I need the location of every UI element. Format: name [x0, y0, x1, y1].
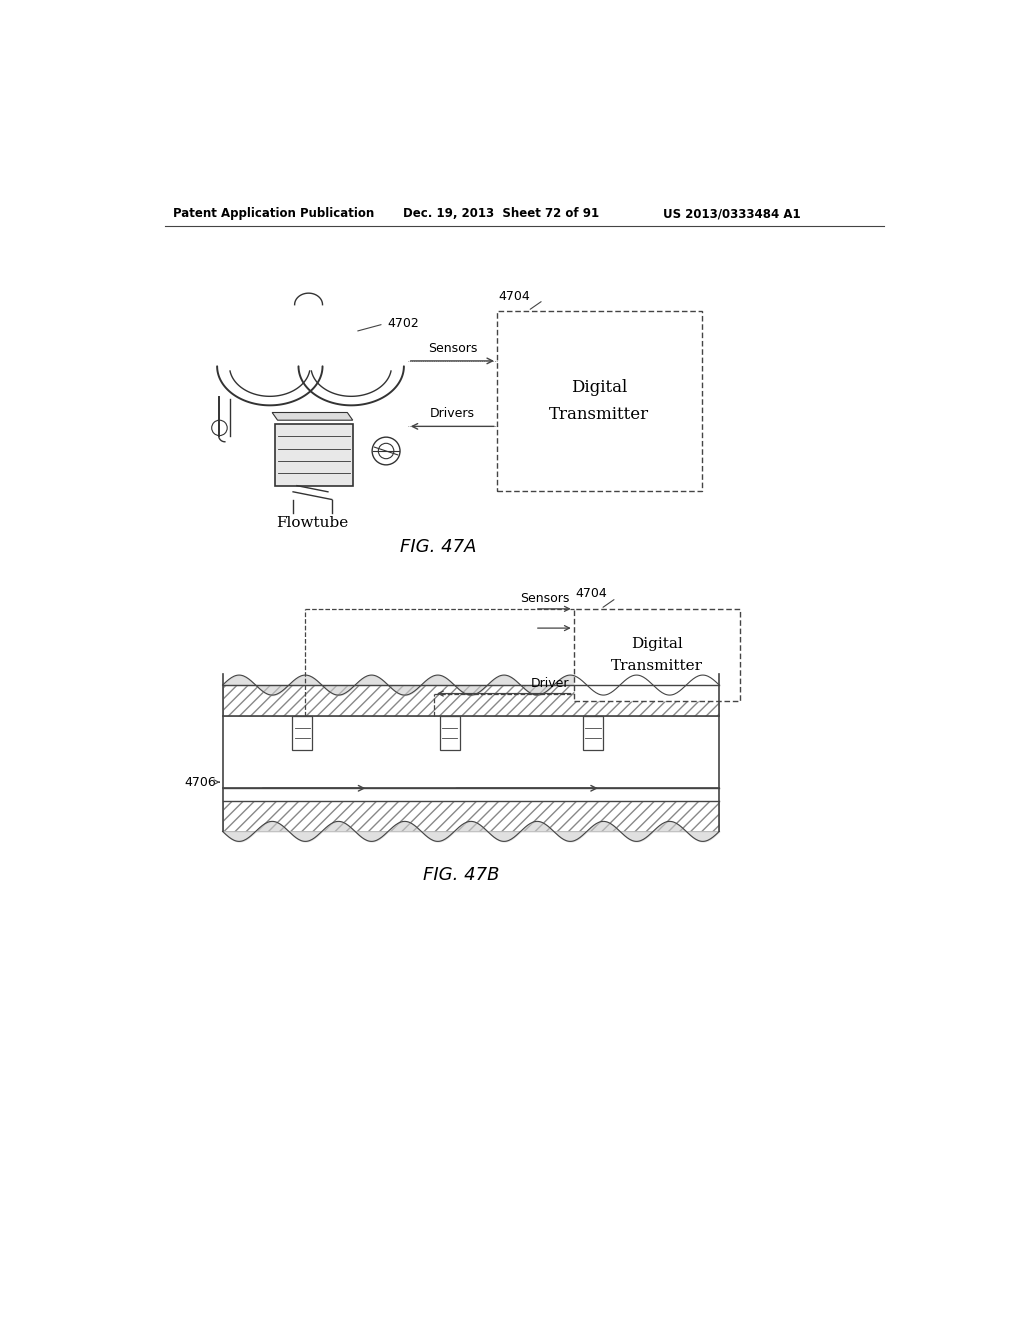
Text: Dec. 19, 2013  Sheet 72 of 91: Dec. 19, 2013 Sheet 72 of 91	[403, 207, 599, 220]
Text: Flowtube: Flowtube	[276, 516, 348, 529]
Text: US 2013/0333484 A1: US 2013/0333484 A1	[663, 207, 801, 220]
Text: 4704: 4704	[575, 586, 607, 599]
Text: Sensors: Sensors	[520, 591, 569, 605]
Bar	[275, 424, 352, 486]
Bar	[292, 715, 312, 750]
Text: 4704: 4704	[499, 290, 530, 304]
Text: 4702: 4702	[388, 317, 420, 330]
Text: Digital
Transmitter: Digital Transmitter	[611, 636, 702, 673]
Bar	[222, 800, 719, 832]
Text: FIG. 47B: FIG. 47B	[423, 866, 500, 883]
Polygon shape	[272, 412, 352, 420]
Text: FIG. 47A: FIG. 47A	[399, 539, 476, 556]
Text: Sensors: Sensors	[428, 342, 477, 355]
Text: Digital
Transmitter: Digital Transmitter	[549, 379, 649, 424]
Text: Driver: Driver	[531, 677, 569, 689]
Text: Patent Application Publication: Patent Application Publication	[173, 207, 374, 220]
Bar	[583, 715, 603, 750]
Bar	[573, 609, 740, 701]
Bar	[497, 312, 701, 491]
Text: Drivers: Drivers	[430, 407, 475, 420]
Bar	[439, 715, 460, 750]
Bar	[222, 685, 719, 715]
Text: 4706: 4706	[184, 776, 216, 788]
